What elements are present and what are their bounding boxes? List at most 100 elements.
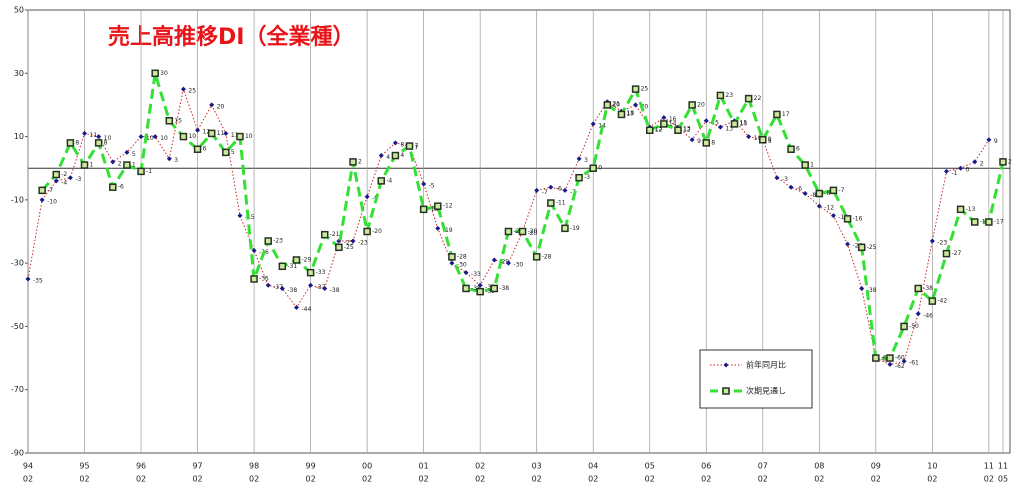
data-label: -5 (429, 183, 435, 190)
point (829, 186, 838, 195)
data-label: -7 (570, 189, 576, 196)
point (830, 213, 836, 219)
y-tick-label: 10 (14, 132, 24, 141)
data-label: 6 (203, 146, 207, 153)
x-tick-label: 97 (192, 462, 202, 471)
y-tick-label: -90 (11, 449, 24, 458)
point (166, 156, 172, 162)
data-label: 10 (146, 135, 154, 142)
point (435, 225, 441, 231)
x-tick-label: 95 (79, 462, 89, 471)
data-label: 20 (612, 101, 620, 108)
x-tick-label: 00 (362, 462, 372, 471)
data-label: -15 (838, 214, 848, 221)
data-label: 1 (90, 162, 94, 169)
data-label: -39 (485, 288, 495, 295)
x-tick-label: 02 (23, 475, 33, 484)
x-tick-label: 06 (701, 462, 711, 471)
point (788, 184, 794, 190)
data-label: 0 (966, 167, 970, 174)
data-label: -60 (895, 355, 905, 362)
data-label: -27 (951, 250, 961, 257)
point (773, 110, 781, 119)
point (392, 140, 398, 146)
data-label: -29 (301, 256, 311, 263)
data-label: 17 (782, 111, 790, 118)
point (744, 94, 753, 103)
point (802, 191, 808, 197)
data-label: 21 (612, 100, 620, 107)
x-tick-label: 02 (645, 475, 655, 484)
x-tick-label: 09 (871, 462, 881, 471)
point (179, 132, 188, 141)
point (562, 187, 568, 193)
data-label: 10 (188, 133, 196, 140)
point (702, 139, 711, 147)
data-label: -38 (923, 285, 933, 292)
point (335, 243, 343, 252)
point (322, 285, 328, 291)
data-label: -60 (881, 355, 891, 362)
point (462, 284, 470, 293)
data-label: 9 (994, 138, 998, 145)
data-label: -10 (47, 198, 57, 205)
point (449, 260, 455, 266)
data-label: 8 (400, 141, 404, 148)
point (138, 134, 144, 140)
data-label: 0 (598, 165, 602, 172)
point (999, 158, 1007, 166)
data-label: -61 (909, 360, 919, 367)
x-tick-label: 02 (871, 475, 881, 484)
x-tick-label: 02 (927, 475, 937, 484)
point (928, 297, 937, 305)
legend-marker (723, 362, 729, 368)
data-label: -19 (570, 225, 580, 232)
data-label: 25 (641, 86, 649, 93)
point (661, 115, 667, 121)
data-label: -38 (867, 287, 877, 294)
data-label: -8 (824, 190, 830, 197)
data-label: 8 (75, 139, 79, 146)
y-tick-label: -30 (11, 259, 24, 268)
point (985, 218, 993, 226)
data-label: -62 (895, 363, 905, 370)
data-label: -23 (358, 239, 368, 246)
data-label: 20 (641, 103, 649, 110)
point (972, 159, 978, 165)
point (222, 148, 230, 157)
point (363, 227, 371, 236)
data-label: -30 (513, 262, 523, 269)
point (943, 168, 949, 174)
data-label: -23 (937, 239, 947, 246)
data-label: 23 (725, 92, 733, 99)
data-label: 9 (697, 138, 701, 145)
point (801, 161, 809, 169)
data-label: 2 (980, 160, 984, 167)
point (293, 304, 299, 310)
point (504, 227, 513, 236)
x-tick-label: 96 (136, 462, 146, 471)
point (463, 270, 469, 276)
data-label: -20 (372, 228, 382, 235)
data-label: -12 (443, 203, 453, 210)
point (349, 158, 357, 166)
x-tick-label: 08 (814, 462, 824, 471)
x-tick-label: 02 (192, 475, 202, 484)
data-label: -23 (344, 239, 354, 246)
point (547, 199, 555, 207)
point (915, 311, 921, 317)
data-label: 14 (669, 120, 677, 127)
point (518, 227, 527, 236)
point (278, 262, 287, 271)
data-label: -23 (273, 237, 283, 244)
data-label: 30 (160, 70, 168, 77)
data-label: 18 (626, 110, 634, 117)
data-label: -7 (542, 189, 548, 196)
data-label: -12 (824, 205, 834, 212)
point (421, 181, 427, 187)
data-label: -17 (994, 219, 1004, 226)
point (96, 134, 102, 140)
data-label: -20 (513, 228, 523, 235)
data-label: -35 (33, 277, 43, 284)
